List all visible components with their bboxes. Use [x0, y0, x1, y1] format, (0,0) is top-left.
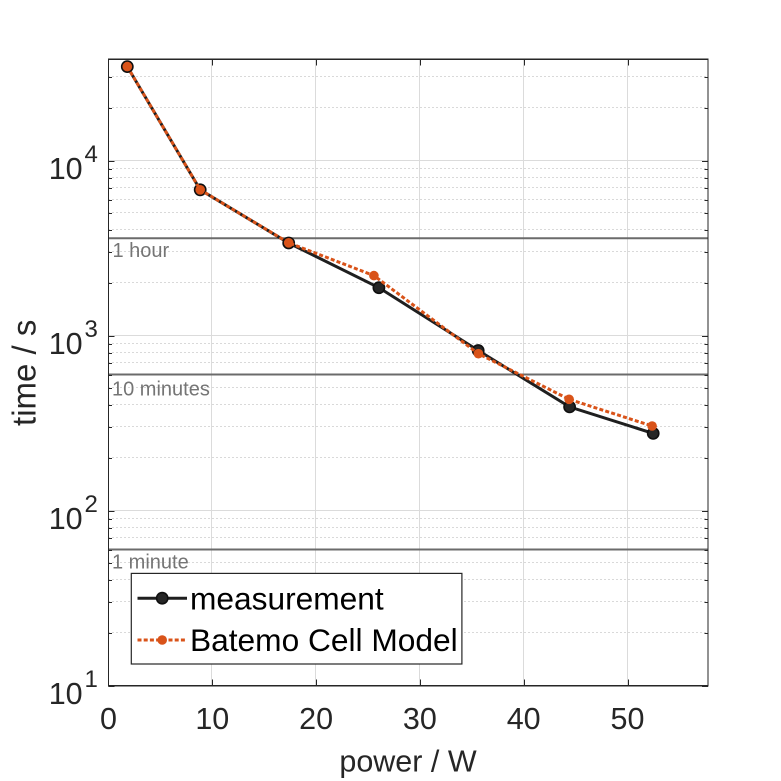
svg-text:20: 20	[299, 702, 333, 736]
svg-text:10: 10	[195, 702, 229, 736]
svg-text:30: 30	[403, 702, 437, 736]
svg-text:time / s: time / s	[5, 320, 42, 426]
svg-text:1: 1	[85, 666, 98, 693]
svg-text:measurement: measurement	[190, 581, 384, 617]
svg-text:power / W: power / W	[339, 745, 476, 779]
svg-text:0: 0	[100, 702, 117, 736]
svg-text:10: 10	[49, 152, 83, 186]
svg-text:10: 10	[49, 502, 83, 536]
svg-text:1 minute: 1 minute	[112, 552, 189, 574]
svg-text:4: 4	[85, 141, 98, 168]
svg-text:50: 50	[611, 702, 645, 736]
svg-text:40: 40	[507, 702, 541, 736]
svg-text:10 minutes: 10 minutes	[112, 379, 210, 401]
svg-text:1 hour: 1 hour	[113, 240, 170, 262]
svg-text:10: 10	[49, 677, 83, 711]
svg-text:2: 2	[85, 491, 98, 518]
svg-text:Batemo Cell Model: Batemo Cell Model	[190, 622, 458, 658]
svg-text:3: 3	[85, 316, 98, 343]
svg-text:10: 10	[49, 327, 83, 361]
